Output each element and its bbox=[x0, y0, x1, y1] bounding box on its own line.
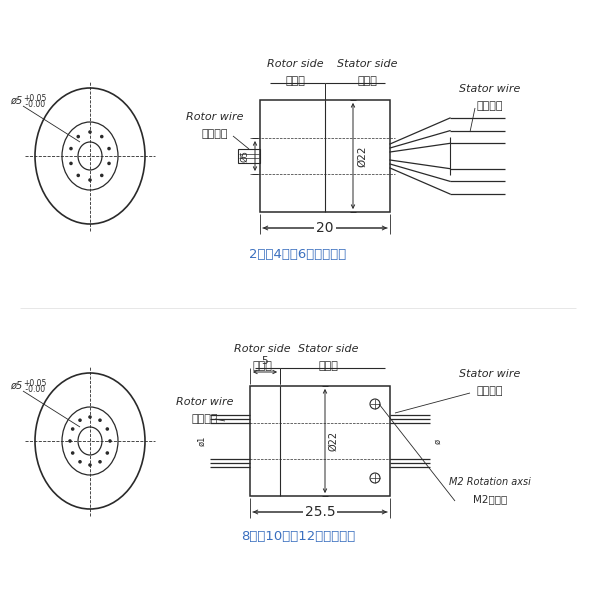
Circle shape bbox=[98, 418, 102, 422]
Circle shape bbox=[69, 147, 73, 150]
Text: Ø22: Ø22 bbox=[357, 145, 367, 167]
Circle shape bbox=[71, 451, 74, 455]
Text: Ø5: Ø5 bbox=[240, 150, 249, 162]
Circle shape bbox=[107, 147, 111, 150]
Circle shape bbox=[107, 161, 111, 165]
Text: Rotor wire: Rotor wire bbox=[186, 112, 244, 122]
Circle shape bbox=[98, 460, 102, 464]
Circle shape bbox=[76, 174, 80, 177]
Text: Stator side: Stator side bbox=[298, 344, 358, 354]
Text: ø: ø bbox=[433, 439, 442, 444]
Circle shape bbox=[88, 415, 92, 419]
Circle shape bbox=[76, 135, 80, 139]
Circle shape bbox=[88, 178, 92, 182]
Text: 定子出线: 定子出线 bbox=[477, 386, 503, 396]
Circle shape bbox=[78, 460, 82, 464]
Circle shape bbox=[100, 174, 104, 177]
Circle shape bbox=[78, 418, 82, 422]
Circle shape bbox=[68, 439, 72, 443]
Circle shape bbox=[71, 428, 74, 431]
Text: 转子出线: 转子出线 bbox=[192, 414, 218, 424]
Text: 25.5: 25.5 bbox=[305, 505, 336, 519]
Text: Ø22: Ø22 bbox=[328, 431, 338, 451]
Text: Stator wire: Stator wire bbox=[460, 369, 521, 379]
Text: ø5: ø5 bbox=[10, 381, 22, 391]
Text: 定子出线: 定子出线 bbox=[477, 101, 503, 111]
Text: 20: 20 bbox=[316, 221, 334, 235]
Circle shape bbox=[88, 463, 92, 467]
Text: +0.05: +0.05 bbox=[23, 379, 46, 388]
Circle shape bbox=[100, 135, 104, 139]
Text: +0.05: +0.05 bbox=[23, 94, 46, 103]
Text: 定子边: 定子边 bbox=[318, 361, 338, 371]
Text: -0.00: -0.00 bbox=[23, 385, 45, 394]
Text: Rotor wire: Rotor wire bbox=[176, 397, 234, 407]
Text: -0.00: -0.00 bbox=[23, 100, 45, 109]
Text: 转子边: 转子边 bbox=[252, 361, 272, 371]
Circle shape bbox=[108, 439, 112, 443]
Text: ø5: ø5 bbox=[10, 96, 22, 106]
Text: 8路、10路、12路规格图纸: 8路、10路、12路规格图纸 bbox=[241, 530, 355, 543]
Circle shape bbox=[69, 161, 73, 165]
Circle shape bbox=[105, 428, 109, 431]
Circle shape bbox=[88, 130, 92, 134]
Text: 5: 5 bbox=[262, 356, 268, 366]
Circle shape bbox=[105, 451, 109, 455]
Text: 转子出线: 转子出线 bbox=[202, 129, 228, 139]
Text: Stator wire: Stator wire bbox=[460, 84, 521, 94]
Text: Stator side: Stator side bbox=[337, 59, 398, 69]
Text: Rotor side: Rotor side bbox=[266, 59, 323, 69]
Text: 转子边: 转子边 bbox=[285, 76, 305, 86]
Text: Rotor side: Rotor side bbox=[234, 344, 290, 354]
Text: 定子边: 定子边 bbox=[357, 76, 377, 86]
Text: M2 Rotation axsi: M2 Rotation axsi bbox=[449, 477, 531, 487]
Text: ø1: ø1 bbox=[197, 436, 206, 446]
Text: M2固定孔: M2固定孔 bbox=[473, 494, 507, 504]
Text: 2路、4路、6路规格图纸: 2路、4路、6路规格图纸 bbox=[249, 248, 347, 261]
